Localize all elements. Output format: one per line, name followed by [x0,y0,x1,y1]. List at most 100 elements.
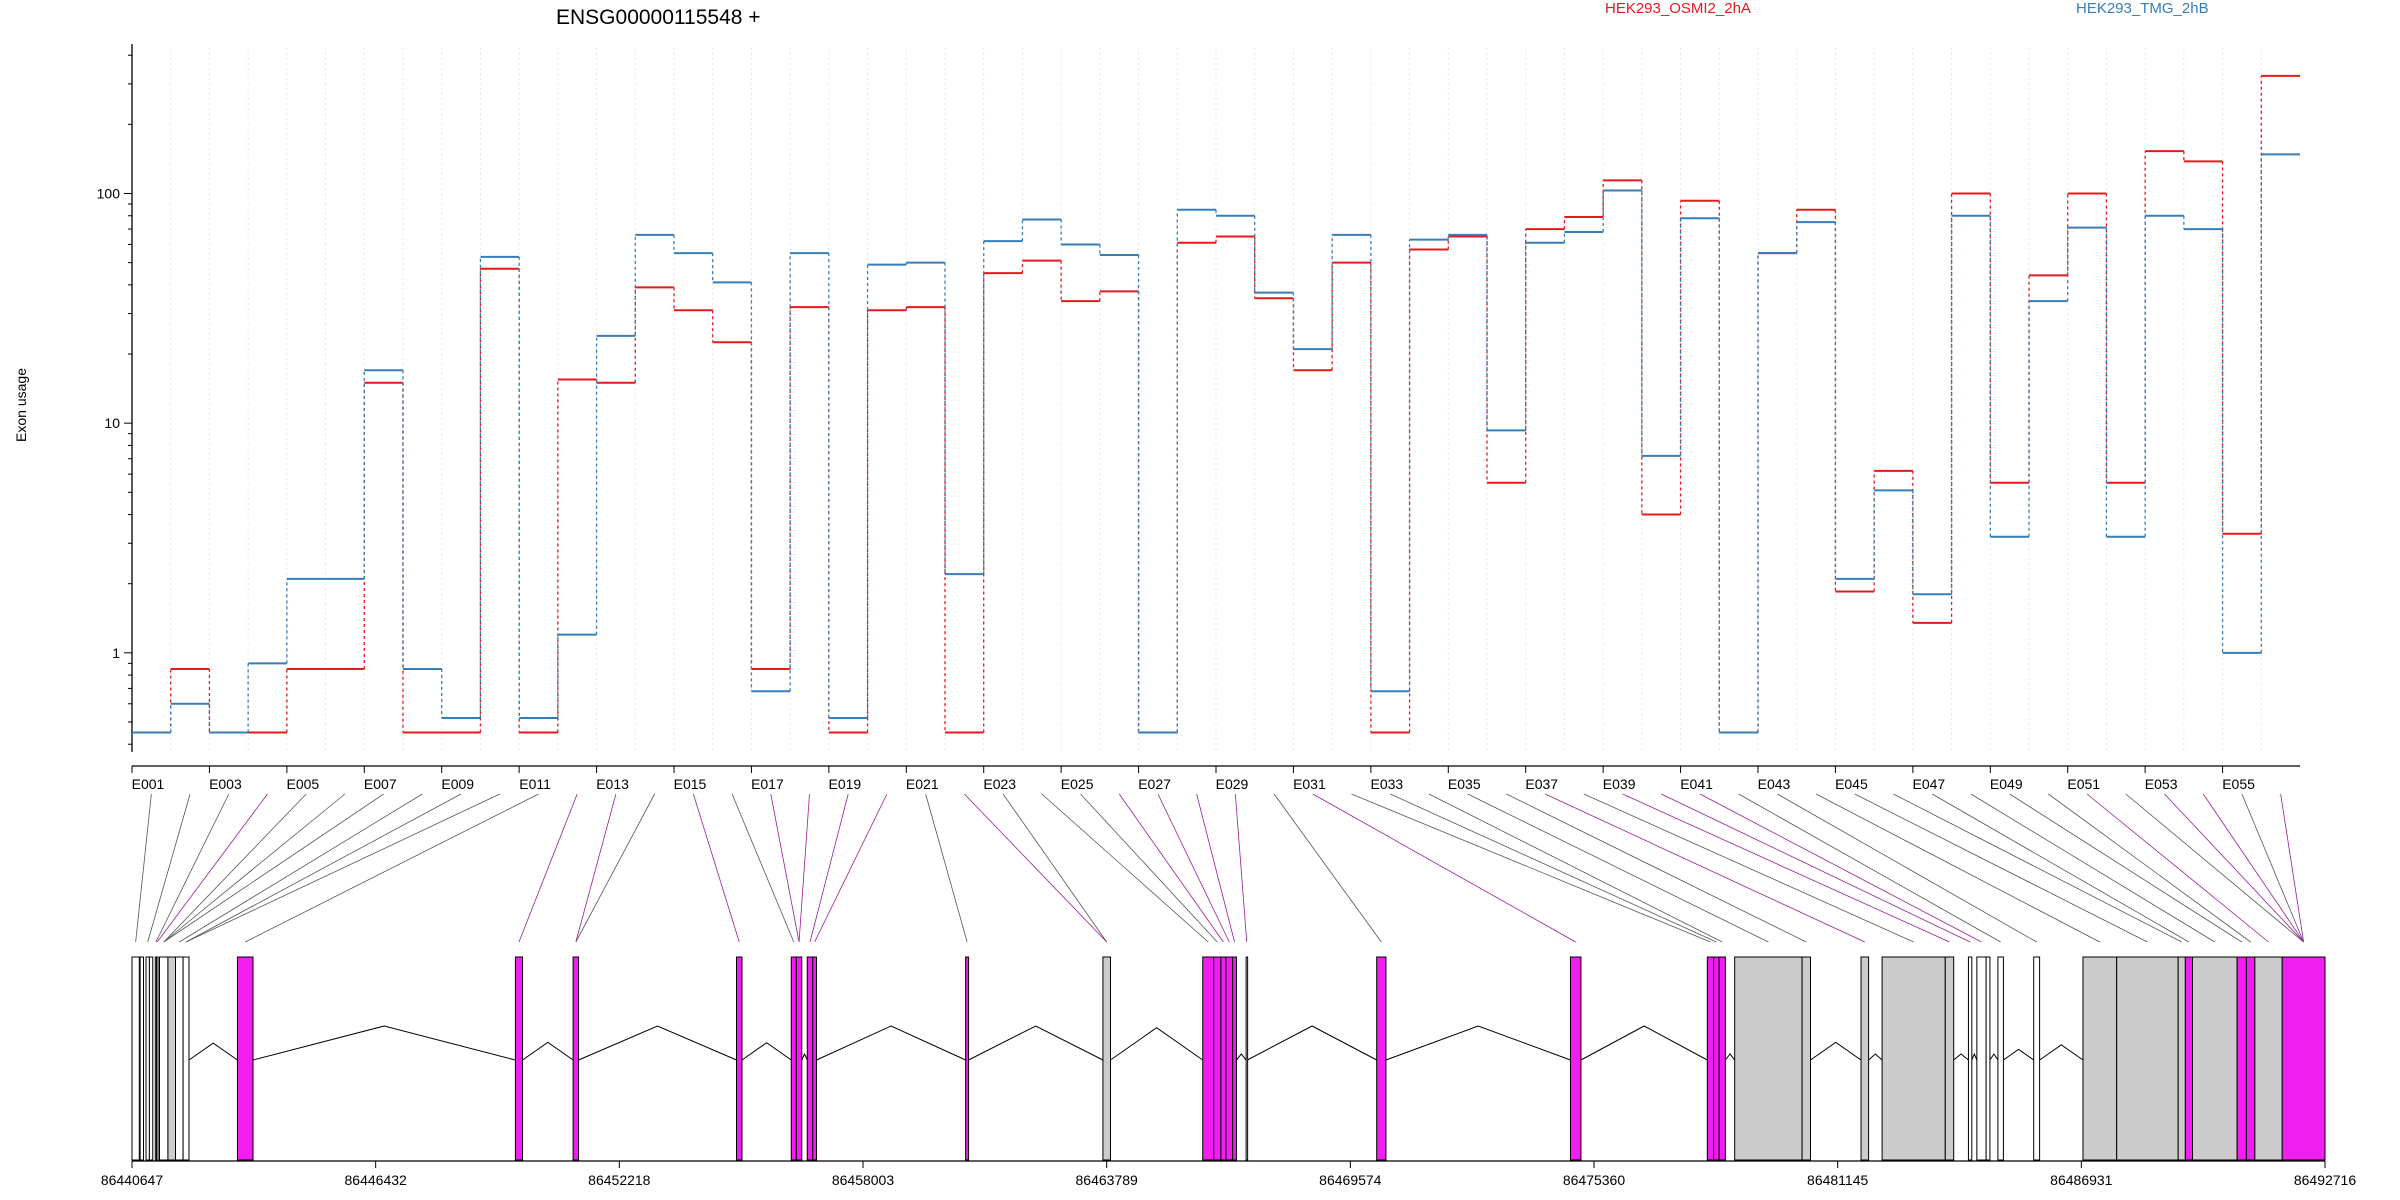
exon-connector [1622,793,1950,943]
x-tick-label: E041 [1680,776,1713,792]
exon-connector [135,793,152,943]
exon-block [2254,956,2283,1161]
chart-title: ENSG00000115548 + [556,6,761,29]
exon-block [790,956,797,1161]
intron [578,1025,737,1061]
exon-connector [156,793,268,943]
exon-connector [1351,793,1711,943]
exon-connector [1699,793,1982,943]
exon-block [2236,956,2247,1161]
exon-block [1718,956,1726,1161]
exon-connector [518,793,578,943]
exon-block [1213,956,1222,1161]
exon-block [1944,956,1955,1161]
exon-connector [163,793,346,943]
exon-connector [163,793,307,943]
legend: HEK293_OSMI2_2hA HEK293_TMG_2hB [1605,0,2209,17]
exon-block [795,956,803,1161]
intron [968,1025,1104,1061]
x-tick-label: E047 [1913,776,1946,792]
x-tick-label: E029 [1216,776,1249,792]
exon-connector [179,793,423,943]
x-tick-label: E011 [519,776,551,792]
exon-connector [770,793,800,943]
intron [1725,1053,1736,1061]
exon-block [1801,956,1811,1161]
intron [1236,1053,1247,1061]
intron [1580,1025,1708,1061]
genomic-tick-label: 86440647 [101,1172,164,1188]
exon-connector [1970,793,2216,943]
genomic-axis: 86440647 86446432 86452218 86458003 86463789… [101,1160,2356,1188]
exon-block [2281,956,2326,1161]
intron [741,1042,792,1061]
y-tick-label: 1 [112,645,120,661]
exon-connector [1738,793,2001,943]
intron [1868,1053,1883,1061]
exon-connector [1196,793,1235,943]
genomic-tick-label: 86463789 [1076,1172,1139,1188]
series-lines [132,74,2300,734]
x-tick-label: E009 [441,776,474,792]
vertical-gridlines [170,48,2262,752]
exon-connector [1273,793,1382,943]
x-tick-label: E053 [2145,776,2178,792]
y-tick-label: 100 [97,185,121,201]
exon-block [806,956,814,1161]
exon-connector [925,793,968,943]
exon-block [139,956,144,1161]
genomic-tick-label: 86458003 [832,1172,895,1188]
exon-connector [1893,793,2182,943]
exon-connector [1390,793,1717,943]
exon-connector [147,793,191,943]
exon-connector [245,793,539,943]
exon-connector [798,793,810,943]
intron [188,1042,238,1061]
exon-connector [1815,793,2101,943]
exon-block [1232,956,1237,1161]
exon-connector [1428,793,1723,943]
exon-connector [964,793,1108,943]
exon-block [1985,956,1991,1161]
exon-connector [692,793,740,943]
exon-x-axis: E001 E003 E005 E007 E009 E011 E013 E015 E017 E019… [131,765,2300,792]
x-tick-label: E045 [1835,776,1868,792]
exon-block [156,956,159,1161]
exon-connector [1544,793,1865,943]
x-tick-label: E031 [1293,776,1326,792]
x-tick-label: E013 [596,776,629,792]
intron [816,1025,966,1061]
intron [1953,1053,1969,1061]
exon-block [2191,956,2238,1161]
legend-entry-series-0: HEK293_OSMI2_2hA [1605,0,1751,17]
exon-block [1202,956,1215,1161]
exon-connector [155,793,230,943]
intron [522,1041,574,1061]
exon-connector [1234,793,1248,943]
intron [1971,1052,1978,1061]
exon-block [2245,956,2256,1161]
exon-block [1881,956,1946,1161]
x-tick-label: E035 [1448,776,1481,792]
x-tick-label: E021 [906,776,939,792]
exon-connector [2241,793,2304,943]
exon-block [2184,956,2193,1161]
exon-block [1713,956,1720,1161]
exon-block [1245,956,1249,1161]
intron [252,1025,516,1061]
x-tick-label: E033 [1371,776,1404,792]
exon-block [736,956,743,1161]
x-tick-label: E037 [1525,776,1558,792]
exon-block [1225,956,1234,1161]
genomic-tick-label: 86486931 [2050,1172,2113,1188]
genomic-tick-label: 86475360 [1563,1172,1626,1188]
exon-block [812,956,818,1161]
exon-connector [185,793,462,943]
intron [801,1052,808,1061]
exon-connector [1002,793,1108,943]
intron [1989,1053,1999,1061]
genomic-tick-label: 86469574 [1319,1172,1382,1188]
exon-connector [185,793,500,943]
exon-connector [575,793,617,943]
